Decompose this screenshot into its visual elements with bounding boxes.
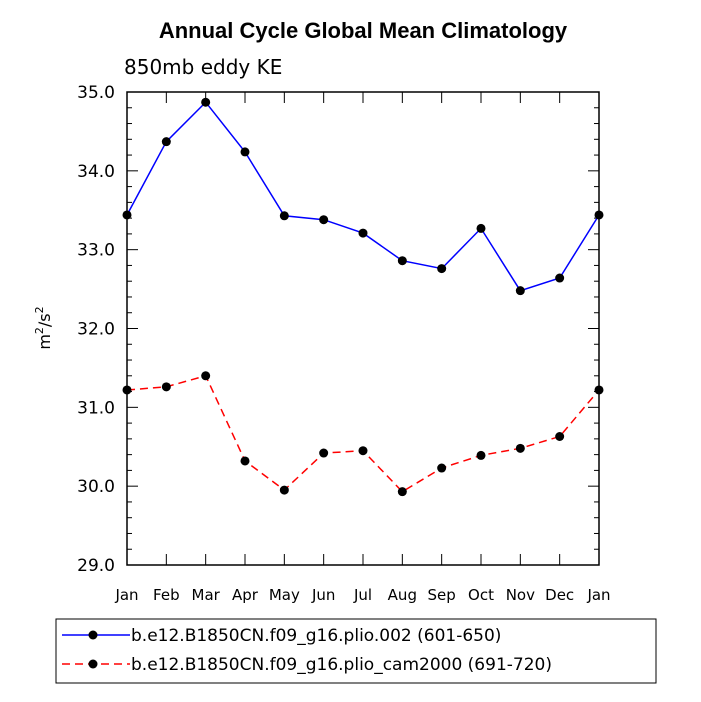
y-tick-label: 35.0 [77,83,115,103]
y-tick-label: 29.0 [77,556,115,576]
x-tick-label: Feb [153,586,180,604]
data-point [476,450,486,460]
y-tick-label: 30.0 [77,477,115,497]
x-tick-label: Nov [506,586,535,604]
legend-marker-series-1 [88,630,98,640]
data-point [594,210,604,220]
x-tick-labels: Jan Feb Mar Apr May Jun Jul Aug Sep Oct Nov Dec Jan [114,586,610,604]
data-point [161,382,171,392]
legend-marker-series-2 [88,659,98,669]
plot-frame [126,91,600,566]
data-point [555,432,565,442]
chart-title: Annual Cycle Global Mean Climatology [159,18,568,43]
data-point [240,147,250,157]
y-tick-labels: 29.0 30.0 31.0 32.0 33.0 34.0 35.0 [77,83,115,576]
data-point [515,286,525,296]
x-tick-label: Jan [586,586,610,604]
x-tick-label: Mar [192,586,221,604]
data-point [397,487,407,497]
series-1-line [126,101,600,292]
chart-subtitle: 850mb eddy KE [124,55,282,79]
data-point [358,446,368,456]
data-point [515,443,525,453]
y-tick-label: 33.0 [77,241,115,261]
x-tick-label: Jan [114,586,138,604]
data-point [201,371,211,381]
x-tick-label: Sep [428,586,456,604]
data-point [437,463,447,473]
data-point [122,210,132,220]
x-tick-label: Jun [311,586,335,604]
data-point [319,215,329,225]
series-2 [122,371,604,497]
data-point [279,485,289,495]
series-2-line [126,374,600,493]
data-point [122,385,132,395]
legend: b.e12.B1850CN.f09_g16.plio.002 (601-650)… [55,618,657,684]
data-point [476,223,486,233]
data-series [122,97,604,497]
data-point [161,137,171,147]
legend-label-series-1: b.e12.B1850CN.f09_g16.plio.002 (601-650) [131,626,501,646]
x-tick-label: May [269,586,300,604]
x-tick-label: Oct [468,586,494,604]
data-point [279,211,289,221]
y-tick-label: 32.0 [77,320,115,340]
series-1 [122,97,604,296]
plot-axes [126,91,600,566]
legend-label-series-2: b.e12.B1850CN.f09_g16.plio_cam2000 (691-… [131,655,552,675]
data-point [555,273,565,283]
data-point [437,264,447,274]
legend-box [55,618,657,684]
y-tick-label: 31.0 [77,398,115,418]
data-point [319,448,329,458]
x-tick-label: Aug [388,586,417,604]
data-point [240,456,250,466]
data-point [201,97,211,107]
data-point [594,385,604,395]
y-axis-label: m2/s2 [33,306,54,349]
x-tick-label: Apr [232,586,259,604]
data-point [358,228,368,238]
x-tick-label: Dec [545,586,574,604]
y-tick-label: 34.0 [77,162,115,182]
data-point [397,256,407,266]
x-tick-label: Jul [353,586,372,604]
